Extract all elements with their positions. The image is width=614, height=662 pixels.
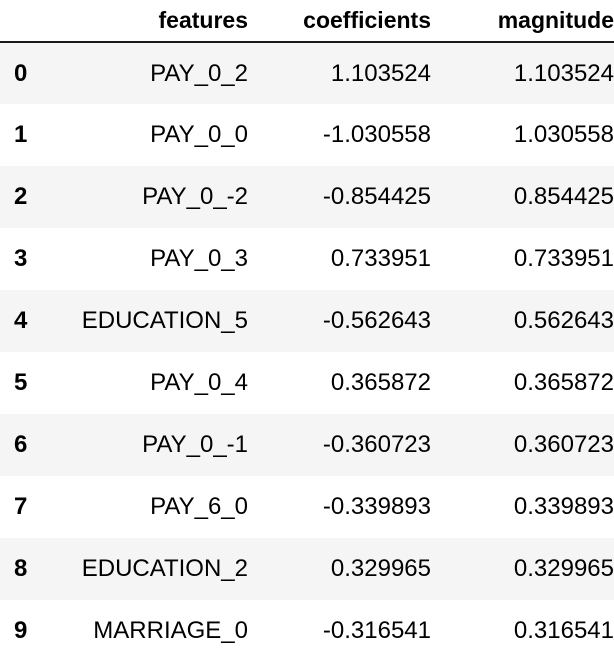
- table-row: 9 MARRIAGE_0 -0.316541 0.316541: [0, 600, 614, 662]
- row-index: 7: [14, 493, 28, 520]
- table-body: 0 PAY_0_2 1.103524 1.103524 1 PAY_0_0 -1.03055…: [0, 42, 614, 662]
- coefficient-cell: 0.365872: [330, 369, 431, 396]
- magnitude-cell: 0.360723: [513, 431, 614, 458]
- coefficient-cell: -0.339893: [322, 493, 431, 520]
- coefficient-cell: -1.030558: [322, 121, 431, 148]
- table-row: 4 EDUCATION_5 -0.562643 0.562643: [0, 290, 614, 352]
- row-index: 4: [14, 307, 28, 334]
- magnitude-cell: 0.733951: [513, 245, 614, 272]
- row-index: 1: [14, 121, 28, 148]
- magnitude-cell: 0.339893: [513, 493, 614, 520]
- magnitude-cell: 0.329965: [513, 555, 614, 582]
- row-index: 2: [14, 183, 28, 210]
- table-row: 3 PAY_0_3 0.733951 0.733951: [0, 228, 614, 290]
- row-index: 6: [14, 431, 28, 458]
- coefficient-cell: -0.316541: [322, 617, 431, 644]
- feature-cell: PAY_0_-2: [142, 183, 248, 210]
- table-header: features coefficients magnitude: [0, 0, 614, 43]
- table-row: 0 PAY_0_2 1.103524 1.103524: [0, 42, 614, 104]
- magnitude-cell: 0.316541: [513, 617, 614, 644]
- coefficient-cell: -0.360723: [322, 431, 431, 458]
- coefficients-column-header: coefficients: [248, 0, 431, 43]
- table-row: 2 PAY_0_-2 -0.854425 0.854425: [0, 166, 614, 228]
- coefficient-cell: 0.329965: [330, 555, 431, 582]
- table-row: 6 PAY_0_-1 -0.360723 0.360723: [0, 414, 614, 476]
- feature-cell: EDUCATION_2: [81, 555, 248, 582]
- coefficient-cell: 0.733951: [330, 245, 431, 272]
- magnitude-cell: 0.365872: [513, 369, 614, 396]
- feature-cell: PAY_0_2: [150, 59, 248, 87]
- row-index: 5: [14, 369, 28, 396]
- magnitude-column-header: magnitude: [431, 0, 614, 43]
- row-index: 9: [14, 617, 28, 644]
- index-column-header: [0, 0, 50, 43]
- feature-cell: PAY_0_4: [150, 369, 248, 396]
- table-row: 8 EDUCATION_2 0.329965 0.329965: [0, 538, 614, 600]
- magnitude-cell: 1.030558: [513, 121, 614, 148]
- coefficient-cell: 1.103524: [330, 59, 431, 87]
- magnitude-cell: 1.103524: [513, 59, 614, 87]
- magnitude-cell: 0.562643: [513, 307, 614, 334]
- magnitude-cell: 0.854425: [513, 183, 614, 210]
- table-row: 1 PAY_0_0 -1.030558 1.030558: [0, 104, 614, 166]
- feature-cell: MARRIAGE_0: [93, 617, 248, 644]
- table-row: 5 PAY_0_4 0.365872 0.365872: [0, 352, 614, 414]
- row-index: 8: [14, 555, 28, 582]
- feature-cell: PAY_0_-1: [142, 431, 248, 458]
- coefficient-cell: -0.562643: [322, 307, 431, 334]
- feature-cell: PAY_0_0: [150, 121, 248, 148]
- feature-cell: EDUCATION_5: [81, 307, 248, 334]
- coefficient-cell: -0.854425: [322, 183, 431, 210]
- feature-cell: PAY_0_3: [150, 245, 248, 272]
- table-row: 7 PAY_6_0 -0.339893 0.339893: [0, 476, 614, 538]
- feature-cell: PAY_6_0: [150, 493, 248, 520]
- header-row: features coefficients magnitude: [0, 0, 614, 43]
- features-column-header: features: [50, 0, 248, 43]
- row-index: 3: [14, 245, 28, 272]
- row-index: 0: [14, 59, 28, 87]
